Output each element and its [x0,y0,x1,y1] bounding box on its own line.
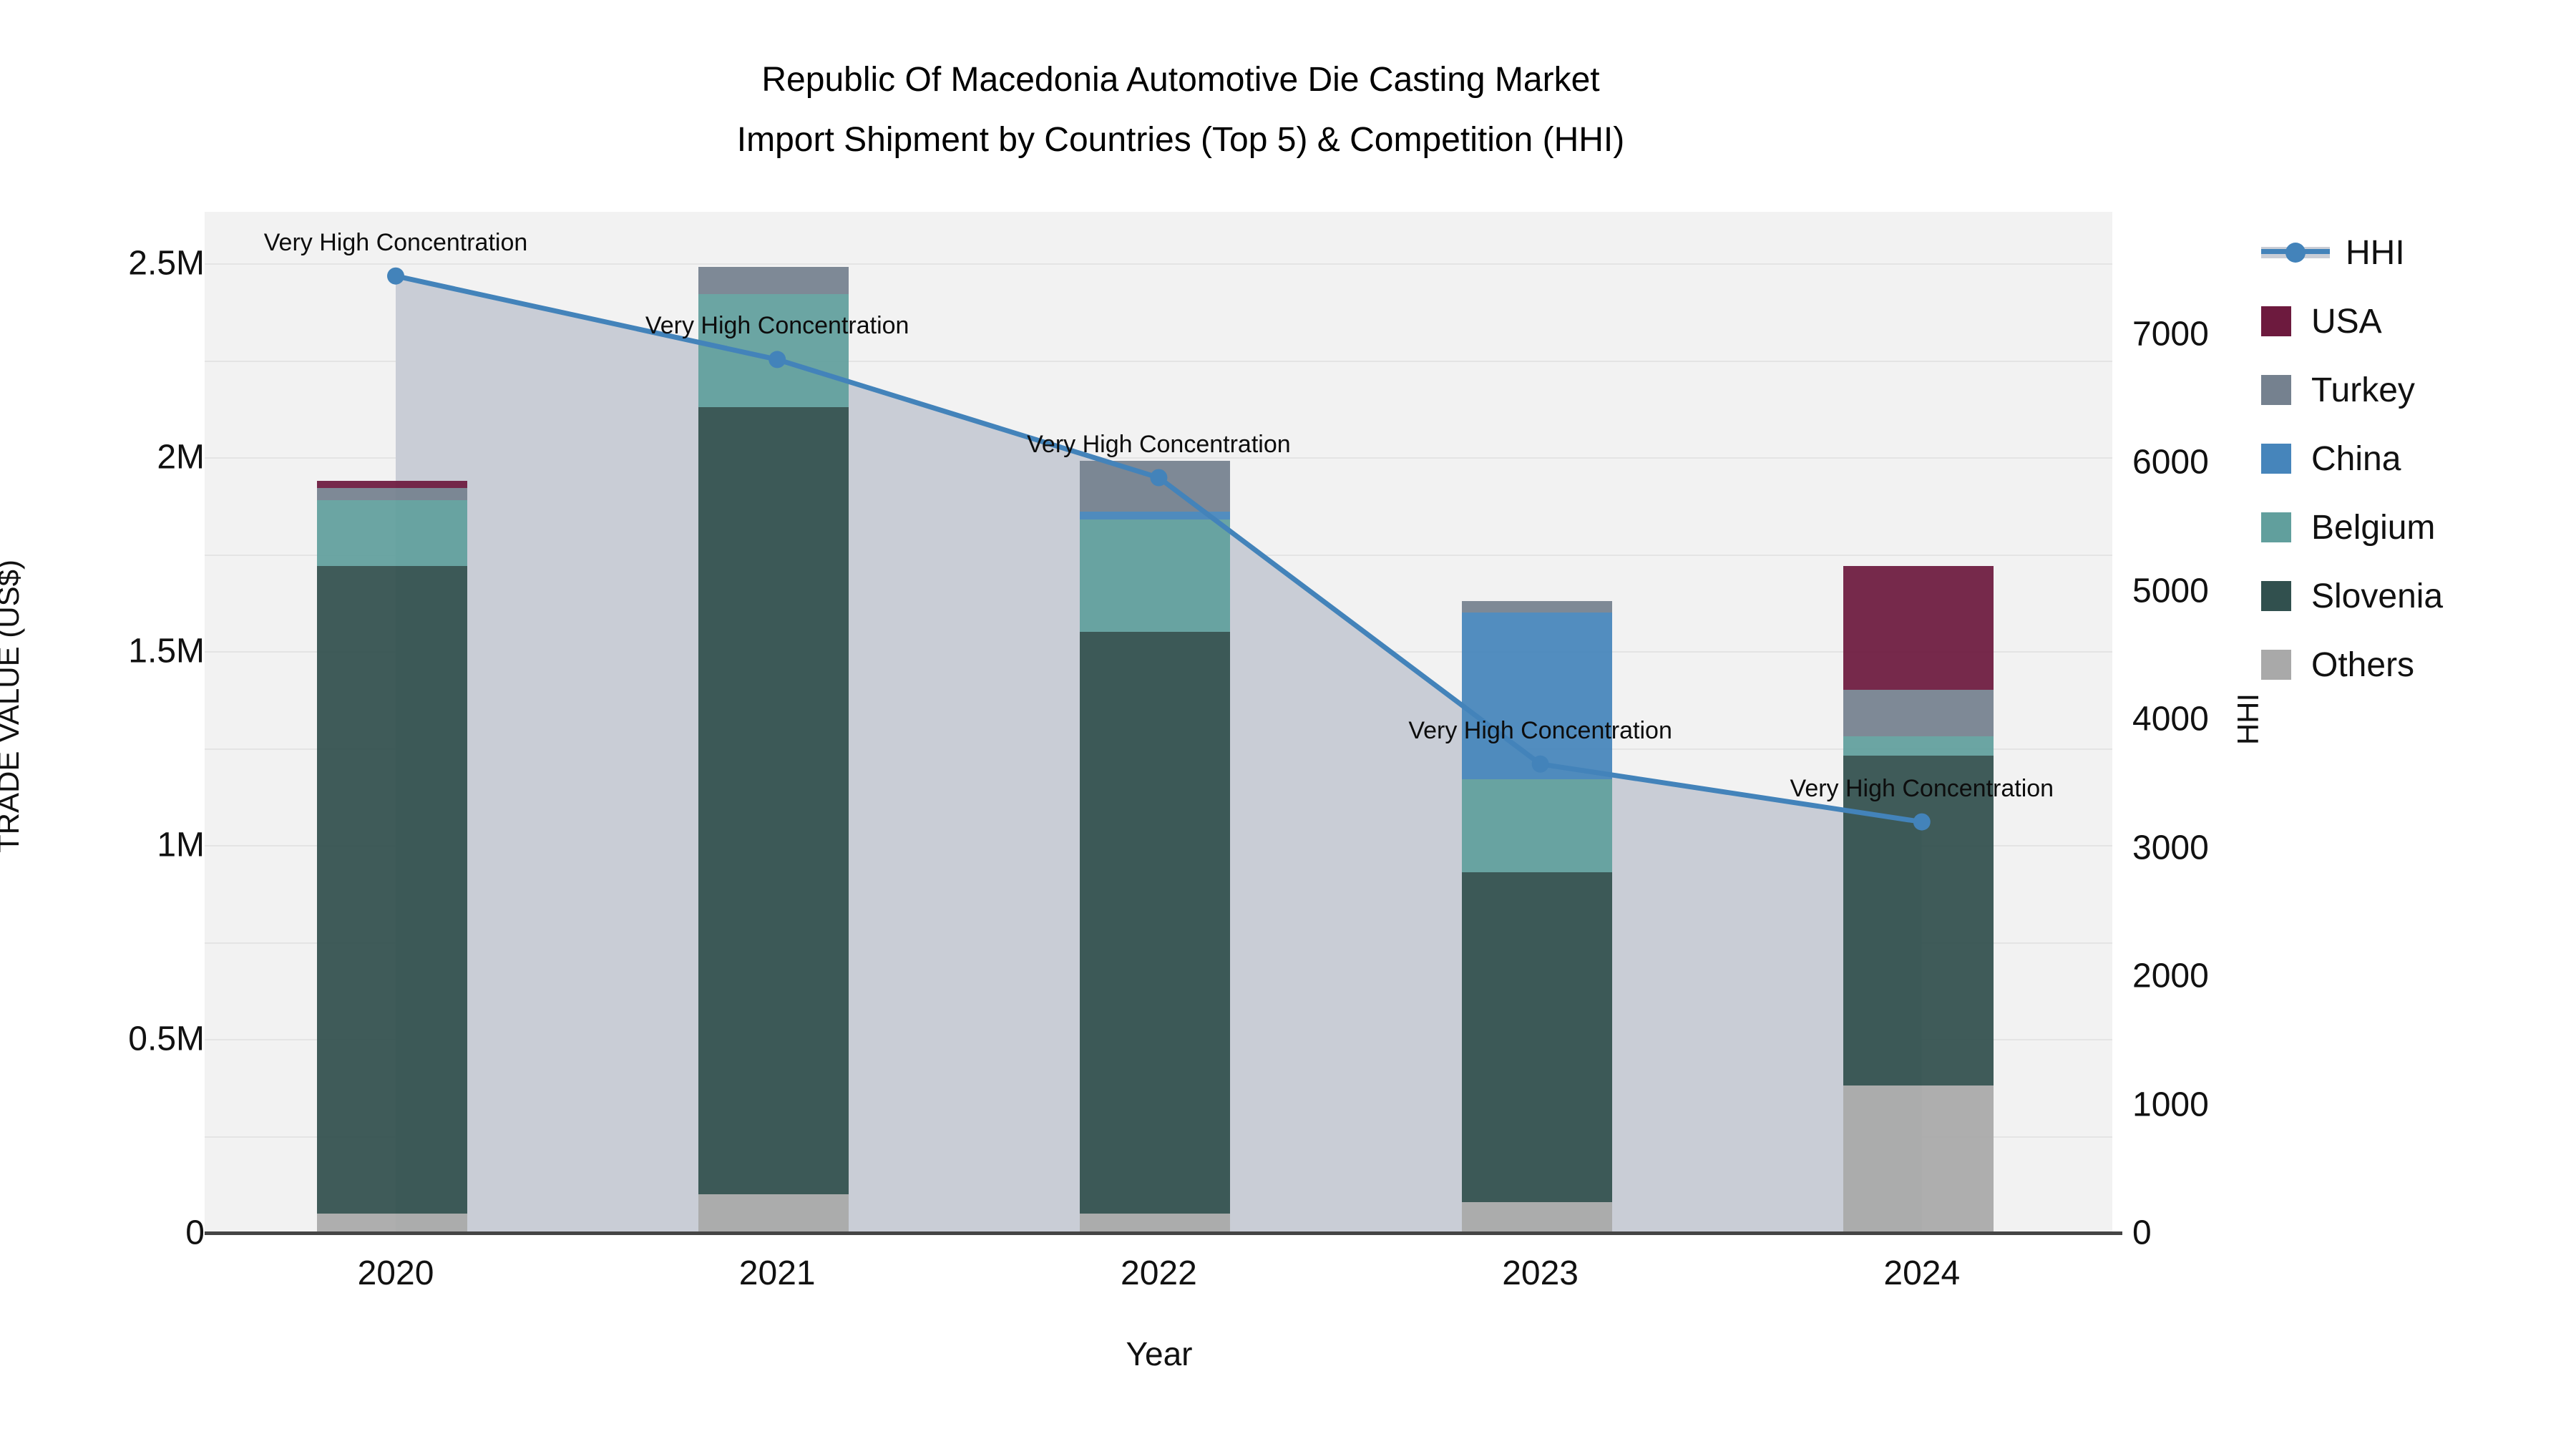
bar-2024-usa[interactable] [1843,565,1994,691]
legend-swatch-china [2261,444,2291,474]
x-tick-label-2021: 2021 [738,1254,816,1292]
bar-2020-slovenia[interactable] [317,565,467,1214]
legend-label: Slovenia [2311,577,2444,615]
bar-2024-turkey[interactable] [1843,690,1994,737]
y-right-tick-label: 6000 [2132,443,2209,482]
y-left-tick-label: 0 [185,1214,205,1252]
x-tick-label-2024: 2024 [1883,1254,1961,1292]
legend-label: Belgium [2311,508,2436,547]
x-tick-label-2023: 2023 [1502,1254,1579,1292]
bar-2020-others[interactable] [317,1213,467,1233]
y-axis-right-title: HHI [2231,693,2265,746]
hhi-line [395,273,1923,825]
bar-2020-turkey[interactable] [317,488,467,500]
bar-2022-others[interactable] [1080,1213,1231,1233]
y-right-tick-label: 5000 [2132,572,2209,610]
gridline [205,263,2112,265]
chart-title-line1: Republic Of Macedonia Automotive Die Cas… [761,61,1600,99]
chart-title-line2: Import Shipment by Countries (Top 5) & C… [736,121,1625,159]
bar-2020-belgium[interactable] [317,499,467,566]
y-right-tick-label: 3000 [2132,829,2209,867]
legend-hhi-line-icon [2261,243,2330,263]
legend-item-china[interactable]: China [2261,440,2443,478]
bar-2023-others[interactable] [1461,1201,1612,1233]
y-right-tick-label: 4000 [2132,700,2209,738]
gridline [205,360,2112,362]
bar-2023-china[interactable] [1461,612,1612,779]
hhi-marker-2022[interactable] [1150,469,1168,487]
bar-2021-belgium[interactable] [698,294,849,407]
bar-2022-slovenia[interactable] [1080,631,1231,1214]
legend-swatch-turkey [2261,375,2291,405]
annotation-very-high-concentration: Very High Concentration [1408,716,1672,744]
legend-label: China [2311,439,2401,478]
y-right-tick-label: 1000 [2132,1085,2209,1123]
x-axis-line [205,1231,2122,1235]
legend: HHI USA Turkey China Belgium Slovenia Others [2261,234,2444,717]
y-right-tick-label: 7000 [2132,315,2209,353]
y-left-tick-label: 2.5M [128,244,205,283]
y-left-tick-label: 0.5M [128,1020,205,1058]
bar-2020-usa[interactable] [317,480,467,489]
legend-item-others[interactable]: Others [2261,646,2443,684]
annotation-very-high-concentration: Very High Concentration [1027,430,1291,458]
bar-2021-others[interactable] [698,1194,849,1233]
legend-item-belgium[interactable]: Belgium [2261,508,2443,547]
y-axis-left-title: TRADE VALUE (US$) [0,560,25,853]
y-left-tick-label: 1M [157,826,205,864]
legend-label: HHI [2346,233,2405,272]
bar-2022-turkey[interactable] [1080,461,1231,512]
y-right-tick-label: 2000 [2132,957,2209,995]
chart-title: Republic Of Macedonia Automotive Die Cas… [0,50,2361,170]
legend-item-slovenia[interactable]: Slovenia [2261,577,2444,615]
hhi-marker-2024[interactable] [1913,813,1931,831]
bar-2021-turkey[interactable] [698,267,849,295]
bar-2023-belgium[interactable] [1461,779,1612,872]
gridline [205,457,2112,459]
legend-swatch-usa [2261,306,2291,336]
legend-item-usa[interactable]: USA [2261,302,2443,341]
y-left-tick-label: 2M [157,438,205,477]
legend-swatch-others [2261,650,2291,680]
bar-2024-belgium[interactable] [1843,736,1994,756]
annotation-very-high-concentration: Very High Concentration [645,312,909,340]
x-tick-label-2020: 2020 [357,1254,434,1292]
bar-2022-china[interactable] [1080,511,1231,519]
legend-swatch-slovenia [2261,581,2291,611]
bar-2024-slovenia[interactable] [1843,756,1994,1085]
y-left-tick-label: 1.5M [128,632,205,670]
legend-label: USA [2311,302,2382,341]
legend-item-hhi[interactable]: HHI [2261,234,2443,272]
legend-item-turkey[interactable]: Turkey [2261,371,2443,409]
legend-swatch-belgium [2261,512,2291,542]
hhi-marker-2020[interactable] [387,267,404,285]
hhi-marker-2021[interactable] [769,351,786,369]
legend-label: Others [2311,645,2415,684]
annotation-very-high-concentration: Very High Concentration [263,228,528,256]
x-tick-label-2022: 2022 [1121,1254,1197,1292]
bar-2023-turkey[interactable] [1461,600,1612,613]
annotation-very-high-concentration: Very High Concentration [1790,774,2054,802]
bar-2021-slovenia[interactable] [698,406,849,1194]
hhi-marker-2023[interactable] [1531,755,1549,773]
bar-2024-others[interactable] [1843,1085,1994,1233]
x-axis-title: Year [1126,1335,1193,1372]
y-right-tick-label: 0 [2132,1214,2152,1252]
bar-2022-belgium[interactable] [1080,519,1231,632]
legend-label: Turkey [2311,371,2415,409]
bar-2023-slovenia[interactable] [1461,872,1612,1202]
